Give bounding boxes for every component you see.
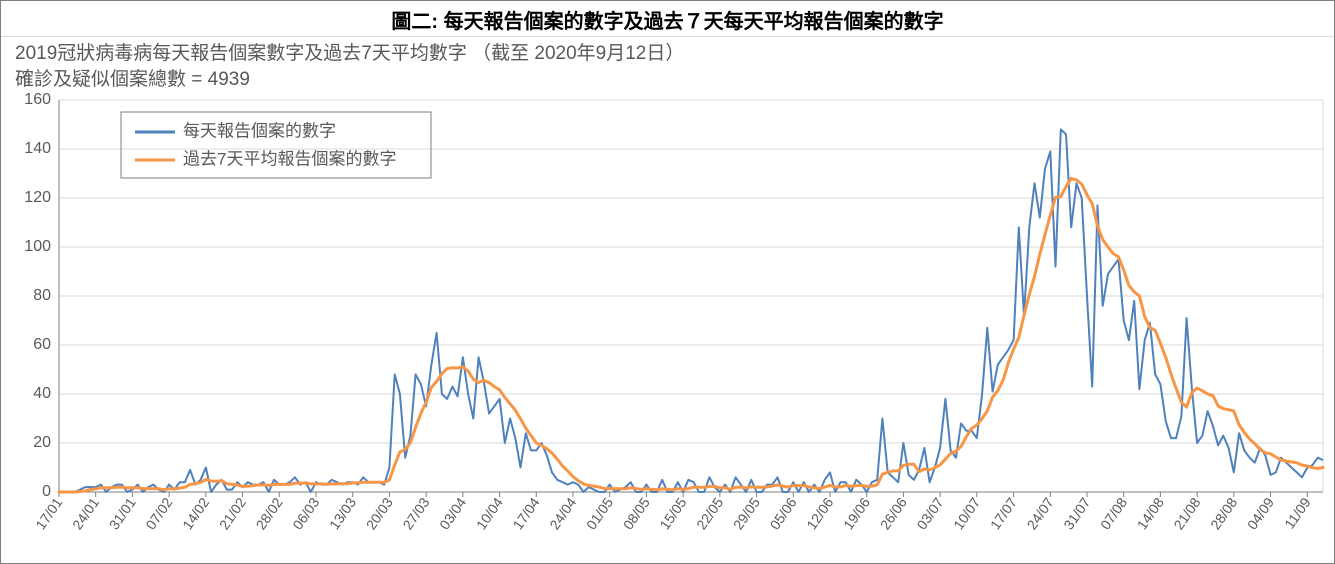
subtitle-line1: 2019冠狀病毒病每天報告個案數字及過去7天平均數字 （截至 2020年9月12…: [15, 43, 684, 64]
svg-text:15/05: 15/05: [656, 495, 689, 533]
svg-text:17/07: 17/07: [987, 495, 1020, 533]
legend-label-avg: 過去7天平均報告個案的數字: [183, 150, 396, 169]
svg-text:01/05: 01/05: [583, 495, 616, 533]
x-axis: 17/0124/0131/0107/0214/0221/0228/0206/03…: [32, 492, 1314, 532]
svg-text:06/03: 06/03: [289, 495, 322, 533]
svg-text:21/02: 21/02: [216, 495, 249, 533]
figure-title: 圖二: 每天報告個案的數字及過去７天每天平均報告個案的數字: [1, 1, 1334, 37]
svg-text:19/06: 19/06: [840, 495, 873, 533]
svg-text:14/08: 14/08: [1134, 495, 1167, 533]
svg-text:13/03: 13/03: [326, 495, 359, 533]
svg-text:10/04: 10/04: [473, 495, 506, 533]
svg-text:17/01: 17/01: [32, 495, 65, 533]
svg-text:14/02: 14/02: [179, 495, 212, 533]
svg-text:17/04: 17/04: [510, 495, 543, 533]
svg-text:120: 120: [24, 190, 51, 207]
svg-text:80: 80: [33, 288, 51, 305]
svg-text:28/08: 28/08: [1207, 495, 1240, 533]
svg-text:100: 100: [24, 239, 51, 256]
svg-text:07/08: 07/08: [1097, 495, 1130, 533]
svg-text:60: 60: [33, 337, 51, 354]
svg-text:31/07: 31/07: [1060, 495, 1093, 533]
y-axis: 020406080100120140160: [24, 92, 51, 500]
svg-text:160: 160: [24, 92, 51, 108]
svg-text:29/05: 29/05: [730, 495, 763, 533]
svg-text:05/06: 05/06: [767, 495, 800, 533]
legend-label-daily: 每天報告個案的數字: [183, 122, 336, 141]
svg-text:10/07: 10/07: [950, 495, 983, 533]
subtitle-line2: 確診及疑似個案總數 = 4939: [15, 69, 250, 90]
figure-container: 圖二: 每天報告個案的數字及過去７天每天平均報告個案的數字 2019冠狀病毒病每…: [0, 0, 1335, 564]
svg-text:04/09: 04/09: [1244, 495, 1277, 533]
svg-text:20/03: 20/03: [363, 495, 396, 533]
svg-text:08/05: 08/05: [620, 495, 653, 533]
plot-area: [59, 130, 1323, 493]
svg-text:12/06: 12/06: [803, 495, 836, 533]
series-daily-cases: [59, 130, 1323, 493]
figure-subtitle: 2019冠狀病毒病每天報告個案數字及過去7天平均數字 （截至 2020年9月12…: [1, 37, 1334, 92]
svg-text:20: 20: [33, 435, 51, 452]
svg-text:26/06: 26/06: [877, 495, 910, 533]
svg-text:21/08: 21/08: [1170, 495, 1203, 533]
svg-text:28/02: 28/02: [253, 495, 286, 533]
svg-text:22/05: 22/05: [693, 495, 726, 533]
line-chart: 020406080100120140160 17/0124/0131/0107/…: [1, 92, 1335, 564]
svg-text:27/03: 27/03: [399, 495, 432, 533]
svg-text:140: 140: [24, 141, 51, 158]
svg-text:40: 40: [33, 386, 51, 403]
svg-text:03/04: 03/04: [436, 495, 469, 533]
series-7day-average: [59, 179, 1323, 493]
svg-text:11/09: 11/09: [1281, 495, 1314, 532]
svg-text:24/07: 24/07: [1024, 495, 1057, 533]
svg-text:07/02: 07/02: [142, 495, 175, 533]
svg-text:24/01: 24/01: [69, 495, 102, 533]
svg-text:24/04: 24/04: [546, 495, 579, 533]
legend: 每天報告個案的數字 過去7天平均報告個案的數字: [121, 112, 431, 178]
svg-text:03/07: 03/07: [913, 495, 946, 533]
svg-text:31/01: 31/01: [106, 495, 139, 533]
